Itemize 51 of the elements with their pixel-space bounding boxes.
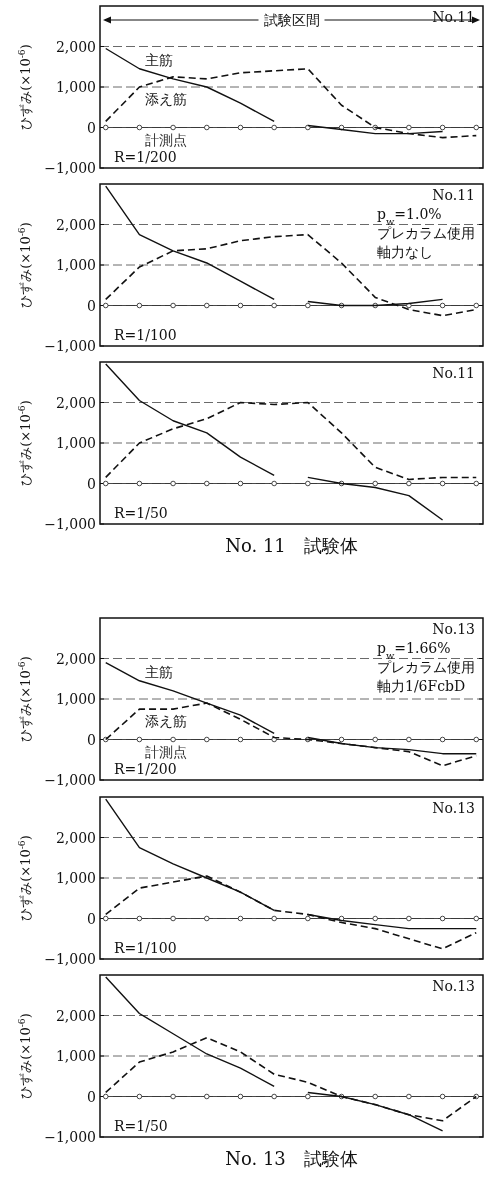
y-tick-label: 1,000 (55, 257, 96, 273)
annotation: No.11 (432, 365, 475, 381)
annotation: R=1/200 (114, 149, 177, 165)
annotation: プレカラム使用 (377, 225, 475, 241)
text: No. 13 試験体 (225, 1148, 358, 1169)
annotation: No.13 (432, 978, 475, 994)
y-tick-label: 1,000 (55, 435, 96, 451)
y-tick-label: 0 (87, 475, 96, 492)
annotation: No.13 (432, 800, 475, 816)
y-tick-label: 2,000 (55, 38, 96, 55)
y-tick-label: 1,000 (55, 691, 96, 707)
y-tick-label: 0 (87, 731, 96, 748)
annotation: p$_{w}$=1.66% (377, 640, 451, 661)
y-tick-label: 0 (87, 1088, 96, 1105)
y-tick-label: 1,000 (55, 870, 96, 886)
annotation: R=1/100 (114, 940, 177, 956)
annotation: 試験区間 (263, 12, 320, 28)
y-tick-label: −1,000 (44, 338, 96, 354)
series-label: 主筋 (145, 51, 174, 68)
y-tick-label: −1,000 (44, 772, 96, 788)
y-tick-label: −1,000 (44, 160, 96, 176)
text: No. 11 試験体 (225, 535, 358, 556)
annotation: p$_{w}$=1.0% (377, 206, 442, 227)
y-tick-label: 1,000 (55, 79, 96, 95)
y-tick-label: 0 (87, 119, 96, 136)
series-label: 添え筋 (145, 713, 188, 730)
y-tick-label: 0 (87, 297, 96, 314)
y-tick-label: 2,000 (55, 650, 96, 667)
annotation: プレカラム使用 (377, 659, 475, 675)
series-label: 主筋 (145, 663, 174, 680)
y-tick-label: 2,000 (55, 1007, 96, 1024)
y-tick-label: 2,000 (55, 216, 96, 233)
y-tick-label: 0 (87, 910, 96, 927)
series-label: 添え筋 (145, 91, 188, 107)
annotation: R=1/50 (114, 505, 168, 521)
annotation: No.11 (432, 9, 475, 25)
annotation: No.13 (432, 621, 475, 637)
series-label: 計測点 (145, 743, 188, 760)
y-tick-label: −1,000 (44, 951, 96, 967)
y-tick-label: 1,000 (55, 1048, 96, 1064)
y-tick-label: −1,000 (44, 1129, 96, 1145)
y-tick-label: 2,000 (55, 829, 96, 846)
annotation: No.11 (432, 187, 475, 203)
annotation: 軸力なし (377, 244, 433, 260)
annotation: R=1/100 (114, 327, 177, 343)
y-tick-label: 2,000 (55, 394, 96, 411)
annotation: R=1/200 (114, 761, 177, 777)
annotation: 軸力1/6FcbD (377, 678, 466, 694)
y-tick-label: −1,000 (44, 516, 96, 532)
annotation: R=1/50 (114, 1118, 168, 1134)
series-label: 計測点 (145, 131, 188, 148)
